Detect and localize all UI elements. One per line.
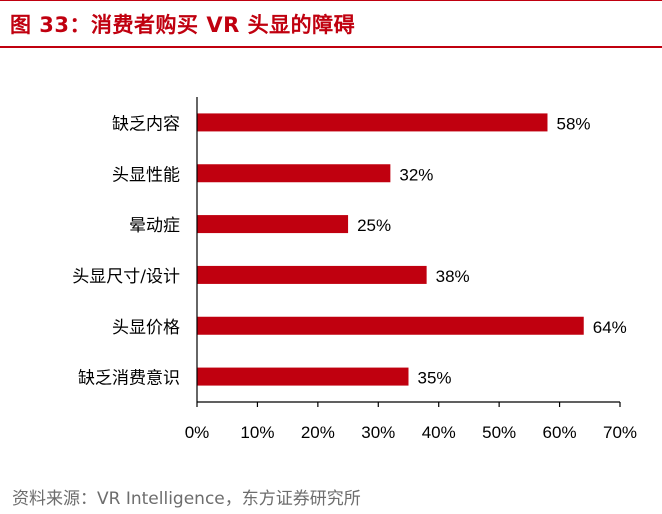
- category-label: 晕动症: [129, 216, 180, 236]
- category-label: 缺乏消费意识: [78, 369, 180, 389]
- bar: [197, 164, 391, 183]
- source-note: 资料来源：VR Intelligence，东方证券研究所: [12, 489, 361, 509]
- figure-title: 图 33：消费者购买 VR 头显的障碍: [10, 13, 356, 37]
- category-label: 头显价格: [112, 318, 180, 338]
- bar-chart: 缺乏内容 58% 头显性能 32% 晕动症 25% 头显尺寸/设计 38% 头显价格 64% 缺乏消…: [72, 97, 637, 442]
- data-label: 38%: [436, 267, 470, 286]
- x-tick-label: 10%: [240, 423, 274, 442]
- title-divider: [0, 46, 662, 48]
- x-tick-label: 30%: [361, 423, 395, 442]
- bar: [197, 215, 349, 234]
- x-tick-label: 70%: [603, 423, 637, 442]
- x-tick-label: 20%: [301, 423, 335, 442]
- bar: [197, 113, 548, 132]
- x-tick-label: 0%: [185, 423, 210, 442]
- data-label: 32%: [399, 165, 433, 184]
- bar: [197, 367, 409, 386]
- figure-header: 图 33：消费者购买 VR 头显的障碍: [0, 0, 662, 46]
- data-label: 25%: [357, 216, 391, 235]
- x-tick-label: 60%: [543, 423, 577, 442]
- category-label: 头显尺寸/设计: [72, 267, 180, 287]
- bar: [197, 316, 584, 335]
- category-label: 头显性能: [112, 165, 180, 185]
- data-label: 35%: [418, 369, 452, 388]
- bar: [197, 265, 427, 284]
- x-tick-label: 50%: [482, 423, 516, 442]
- x-tick-label: 40%: [422, 423, 456, 442]
- data-label: 64%: [593, 318, 627, 337]
- category-label: 缺乏内容: [112, 114, 180, 134]
- data-label: 58%: [556, 114, 590, 133]
- top-border: [0, 0, 662, 1]
